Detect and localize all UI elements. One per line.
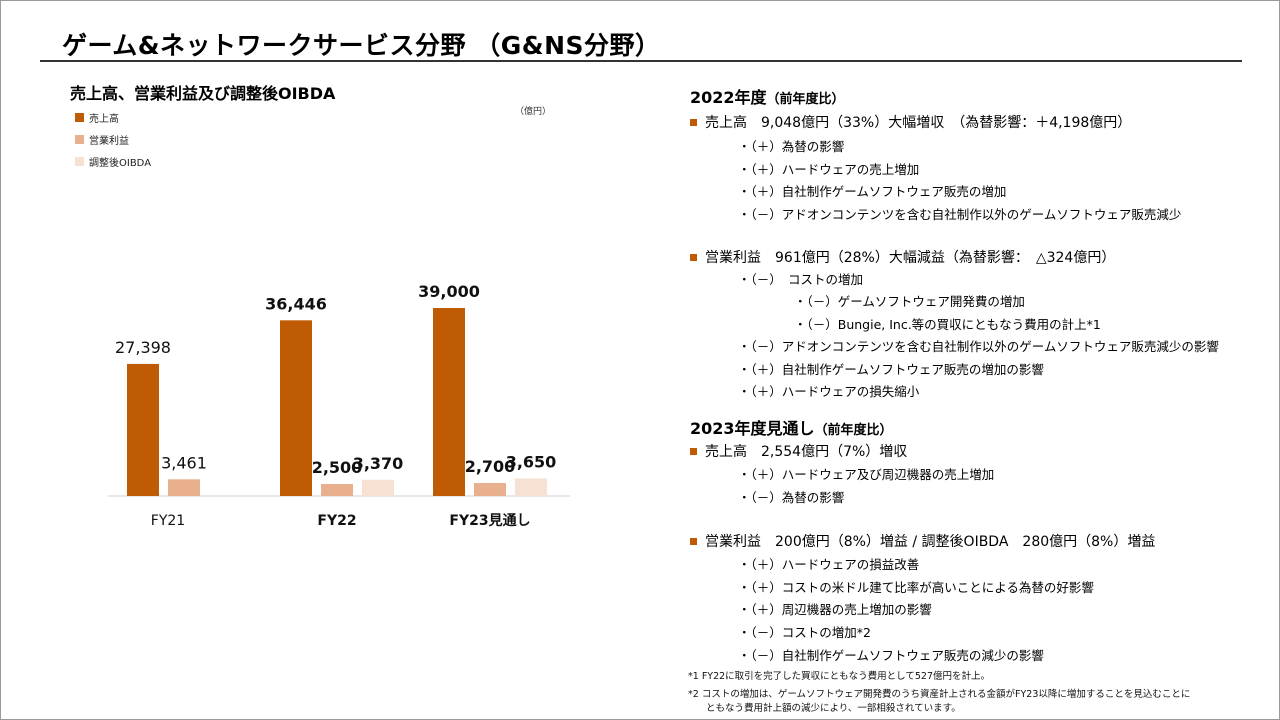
fy22-sales-line: 売上高 9,048億円（33%）大幅増収 （為替影響：＋4,198億円） xyxy=(690,112,1131,132)
fy22-heading: 2022年度（前年度比） xyxy=(690,84,845,108)
x-tick-label: FY21 xyxy=(151,513,185,529)
data-label: 2,700 xyxy=(465,457,516,476)
footnote: *1 FY22に取引を完了した買収にともなう費用として527億円を計上。 xyxy=(688,671,991,682)
fy22-op-item: ・（－）アドオンコンテンツを含む自社制作以外のゲームソフトウェア販売減少の影響 xyxy=(738,339,1219,354)
fy22-sales-item: ・（＋）自社制作ゲームソフトウェア販売の増加 xyxy=(738,184,1007,199)
bar xyxy=(474,482,506,496)
data-label: 27,398 xyxy=(115,338,171,357)
fy23-title: 2023年度見通し xyxy=(690,419,815,438)
bullet-square-icon xyxy=(690,447,697,455)
legend-swatch-adjusted-oibda xyxy=(75,156,84,166)
fy23-sales-line: 売上高 2,554億円（7%）増収 xyxy=(690,441,907,461)
fy23-op-item: ・（＋）コストの米ドル建て比率が高いことによる為替の好影響 xyxy=(738,580,1094,595)
bullet-square-icon xyxy=(690,118,697,126)
data-label: 2,500 xyxy=(312,458,363,477)
fy22-op-text: 営業利益 961億円（28%）大幅減益（為替影響： △324億円） xyxy=(705,250,1116,266)
fy23-op-item: ・（＋）ハードウェアの損益改善 xyxy=(738,557,920,572)
fy22-op-item: ・（＋）ハードウェアの損失縮小 xyxy=(738,384,920,399)
footnote: *2 コストの増加は、ゲームソフトウェア開発費のうち資産計上される金額がFY23… xyxy=(688,689,1191,700)
data-label: 39,000 xyxy=(418,282,480,301)
fy22-op-subitem: ・（－）Bungie, Inc.等の買収にともなう費用の計上*1 xyxy=(794,317,1101,332)
fy22-op-item: ・（－） コストの増加 xyxy=(738,272,864,287)
fy22-sales-item: ・（－）アドオンコンテンツを含む自社制作以外のゲームソフトウェア販売減少 xyxy=(738,207,1182,222)
fy23-op-item: ・（－）自社制作ゲームソフトウェア販売の減少の影響 xyxy=(738,648,1044,663)
fy23-sales-item: ・（＋）ハードウェア及び周辺機器の売上増加 xyxy=(738,467,995,482)
legend-swatch-sales xyxy=(75,112,84,122)
fy22-title: 2022年度 xyxy=(690,88,767,107)
bar xyxy=(321,483,353,496)
bar xyxy=(168,479,200,496)
bullet-square-icon xyxy=(690,537,697,545)
fy23-sales-text: 売上高 2,554億円（7%）増収 xyxy=(705,444,908,460)
chart-title: 売上高、営業利益及び調整後OIBDA xyxy=(70,84,336,103)
fy22-title-suffix: （前年度比） xyxy=(766,92,845,107)
x-tick-label: FY23見通し xyxy=(449,513,530,529)
fy23-title-suffix: （前年度比） xyxy=(814,423,893,438)
legend-item-sales: 売上高 xyxy=(75,106,151,128)
legend-label-sales: 売上高 xyxy=(89,113,119,125)
legend-item-adjusted-oibda: 調整後OIBDA xyxy=(75,150,151,172)
legend-swatch-operating-income xyxy=(75,134,84,144)
data-label: 3,370 xyxy=(353,454,404,473)
fy23-op-item: ・（＋）周辺機器の売上増加の影響 xyxy=(738,602,932,617)
x-tick-label: FY22 xyxy=(317,513,356,529)
bar xyxy=(280,320,312,496)
legend-label-operating-income: 営業利益 xyxy=(89,135,129,147)
legend-label-adjusted-oibda: 調整後OIBDA xyxy=(89,157,152,169)
data-label: 3,461 xyxy=(161,453,207,472)
fy23-op-line: 営業利益 200億円（8%）増益 / 調整後OIBDA 280億円（8%）増益 xyxy=(690,531,1155,551)
fy23-op-item: ・（－）コストの増加*2 xyxy=(738,625,871,640)
fy22-sales-text: 売上高 9,048億円（33%）大幅増収 （為替影響：＋4,198億円） xyxy=(705,115,1132,131)
legend-item-operating-income: 営業利益 xyxy=(75,128,151,150)
fy22-op-line: 営業利益 961億円（28%）大幅減益（為替影響： △324億円） xyxy=(690,247,1115,267)
fy22-sales-item: ・（＋）為替の影響 xyxy=(738,139,845,154)
chart-unit: （億円） xyxy=(515,107,552,117)
footnote: ともなう費用計上額の減少により、一部相殺されています。 xyxy=(706,703,961,714)
fy22-op-subitem: ・（－）ゲームソフトウェア開発費の増加 xyxy=(794,294,1025,309)
data-label: 36,446 xyxy=(265,294,327,313)
fy22-sales-item: ・（＋）ハードウェアの売上増加 xyxy=(738,162,920,177)
bar xyxy=(433,308,465,496)
page-title: ゲーム&ネットワークサービス分野 （G&NS分野） xyxy=(62,31,661,60)
fy23-op-text: 営業利益 200億円（8%）増益 / 調整後OIBDA 280億円（8%）増益 xyxy=(705,534,1156,550)
fy23-sales-item: ・（－）為替の影響 xyxy=(738,490,845,505)
fy22-op-item: ・（＋）自社制作ゲームソフトウェア販売の増加の影響 xyxy=(738,362,1044,377)
bar xyxy=(127,363,159,496)
bar xyxy=(515,478,547,496)
fy23-heading: 2023年度見通し（前年度比） xyxy=(690,415,893,439)
bullet-square-icon xyxy=(690,253,697,261)
chart-legend: 売上高 営業利益 調整後OIBDA xyxy=(75,106,151,172)
title-divider xyxy=(40,60,1242,62)
bar xyxy=(362,479,394,496)
data-label: 3,650 xyxy=(506,452,557,471)
